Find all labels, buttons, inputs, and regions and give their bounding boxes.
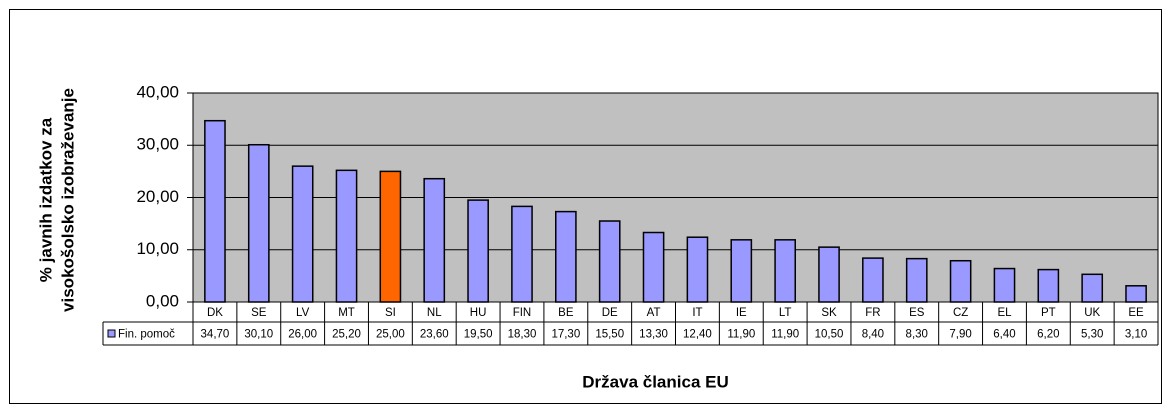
bar [291, 165, 314, 303]
y-tick-label: 20,00 [136, 187, 179, 206]
value-label: 17,30 [551, 329, 580, 341]
x-tick-label: BE [558, 307, 574, 319]
x-tick-label: DK [207, 307, 223, 319]
x-tick-label: DE [602, 307, 618, 319]
bar [204, 119, 226, 303]
value-label: 30,10 [244, 329, 273, 341]
value-label: 11,90 [727, 329, 755, 341]
value-label: 11,90 [771, 329, 799, 341]
y-tick-label: 30,00 [136, 135, 179, 154]
bar [598, 220, 621, 303]
value-label: 6,40 [993, 329, 1015, 341]
legend-swatch [107, 329, 116, 338]
value-label: 15,50 [595, 329, 624, 341]
value-label: 13,30 [639, 329, 668, 341]
bar [247, 143, 270, 303]
value-label: 8,40 [862, 329, 884, 341]
value-label: 34,70 [201, 329, 230, 341]
bar [686, 236, 709, 303]
value-label: 23,60 [420, 329, 449, 341]
bar [905, 257, 928, 303]
y-axis-title: visokošolsko izobraževanje [58, 88, 77, 312]
bar [1125, 285, 1147, 303]
x-tick-label: MT [338, 307, 355, 319]
bar [642, 231, 665, 303]
x-tick-label: EL [997, 307, 1012, 319]
x-tick-label: UK [1084, 307, 1100, 319]
x-tick-label: ES [909, 307, 925, 319]
x-tick-label: LV [296, 307, 310, 319]
bar [555, 210, 577, 303]
x-tick-label: CZ [953, 307, 968, 319]
bar [511, 205, 533, 303]
value-label: 8,30 [906, 329, 928, 341]
legend-label: Fin. pomoč [118, 329, 175, 341]
x-tick-label: SI [385, 307, 396, 319]
bar [862, 257, 884, 303]
x-tick-label: AT [647, 307, 661, 319]
value-label: 25,00 [376, 329, 405, 341]
y-tick-label: 0,00 [146, 291, 179, 310]
value-label: 7,90 [949, 329, 971, 341]
bar [993, 267, 1016, 303]
y-tick-label: 40,00 [136, 82, 179, 101]
y-axis-title: % javnih izdatkov za [36, 117, 55, 282]
value-label: 12,40 [683, 329, 712, 341]
bar [730, 239, 753, 303]
value-label: 25,20 [332, 329, 361, 341]
bar [423, 177, 446, 303]
x-tick-label: SK [821, 307, 837, 319]
bar [774, 239, 796, 303]
bar [1037, 268, 1060, 303]
x-tick-label: SE [251, 307, 267, 319]
value-label: 5,30 [1081, 329, 1103, 341]
y-tick-label: 10,00 [136, 239, 179, 258]
bar [818, 246, 840, 303]
x-tick-label: LT [779, 307, 792, 319]
value-label: 18,30 [508, 329, 537, 341]
bar [335, 169, 358, 303]
value-label: 26,00 [288, 329, 317, 341]
bar [949, 259, 972, 303]
bar [467, 199, 489, 303]
x-tick-label: PT [1041, 307, 1056, 319]
x-tick-label: FR [865, 307, 880, 319]
x-tick-label: EE [1128, 307, 1144, 319]
value-label: 10,50 [815, 329, 844, 341]
x-axis-title: Država članica EU [582, 372, 728, 391]
value-label: 6,20 [1037, 329, 1059, 341]
bar [379, 170, 402, 303]
x-tick-label: IT [692, 307, 702, 319]
x-tick-label: HU [470, 307, 487, 319]
x-tick-label: IE [736, 307, 747, 319]
x-tick-label: FIN [513, 307, 532, 319]
value-label: 3,10 [1125, 329, 1147, 341]
x-tick-label: NL [427, 307, 442, 319]
value-label: 19,50 [464, 329, 493, 341]
bar [1081, 273, 1104, 303]
